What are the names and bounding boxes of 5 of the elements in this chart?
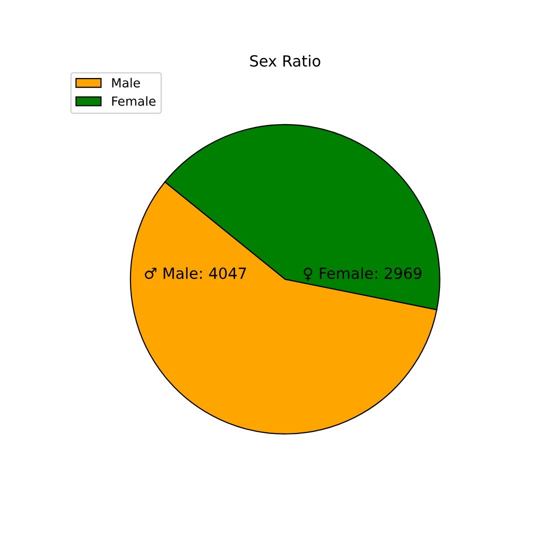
data-label: ♀ Female: 2969 (304, 267, 422, 281)
chart-title: Sex Ratio (250, 54, 320, 67)
legend-label: Male (112, 78, 140, 88)
legend-label: Female (112, 96, 156, 106)
data-label: ♂ Male: 4047 (144, 267, 246, 280)
